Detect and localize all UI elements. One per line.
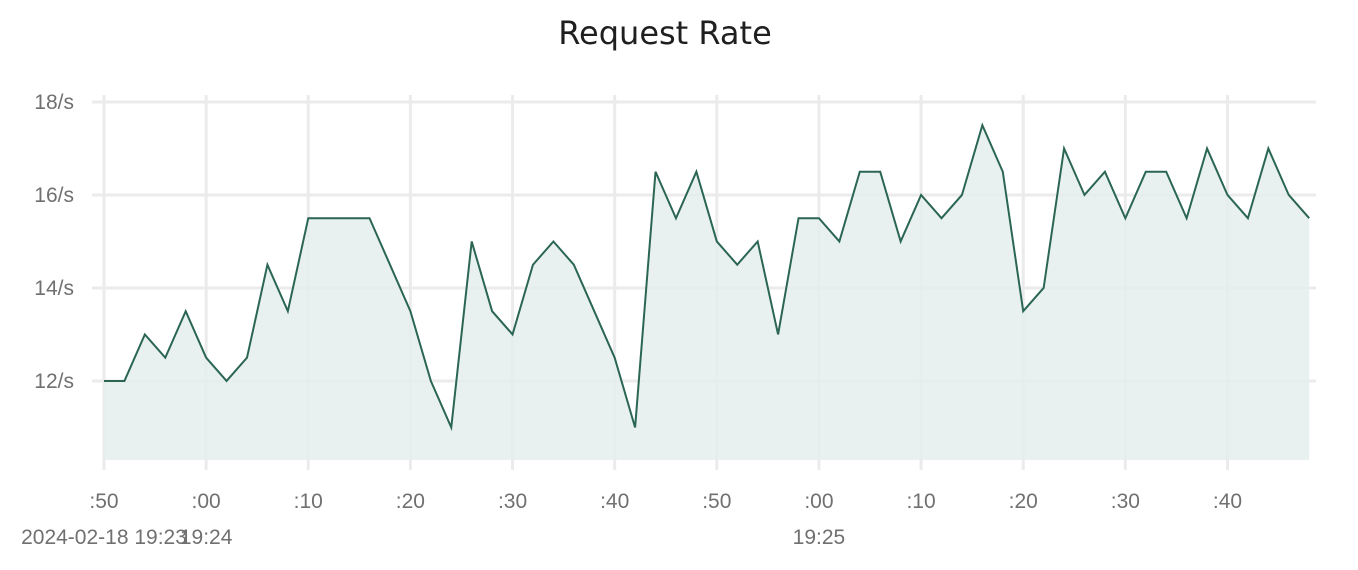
chart-title: Request Rate — [558, 14, 772, 52]
y-tick-label: 12/s — [34, 370, 74, 393]
x-date-label: 2024-02-18 19:23 — [21, 526, 187, 549]
x-date-label: 19:25 — [793, 526, 846, 549]
x-tick-label: :10 — [294, 490, 323, 513]
y-tick-label: 14/s — [34, 277, 74, 300]
x-tick-label: :00 — [192, 490, 221, 513]
x-tick-label: :20 — [396, 490, 425, 513]
x-tick-label: :30 — [498, 490, 527, 513]
series-points — [103, 125, 1310, 428]
x-tick-label: :10 — [906, 490, 935, 513]
x-tick-label: :20 — [1009, 490, 1038, 513]
y-tick-label: 18/s — [34, 91, 74, 114]
y-axis-tick-labels: 12/s 14/s 16/s 18/s — [34, 91, 74, 393]
x-tick-label: :50 — [702, 490, 731, 513]
series-area-fill — [104, 125, 1310, 460]
x-tick-label: :40 — [1213, 490, 1242, 513]
x-date-label: 19:24 — [180, 526, 233, 549]
x-axis-tick-labels: :50 :00 :10 :20 :30 :40 :50 :00 :10 :20 :30 :40 — [89, 490, 1242, 513]
series-line — [104, 122, 1310, 432]
x-tick-label: :40 — [600, 490, 629, 513]
x-tick-label: :50 — [89, 490, 118, 513]
y-tick-label: 16/s — [34, 184, 74, 207]
x-tick-label: :30 — [1111, 490, 1140, 513]
x-tick-label: :00 — [804, 490, 833, 513]
